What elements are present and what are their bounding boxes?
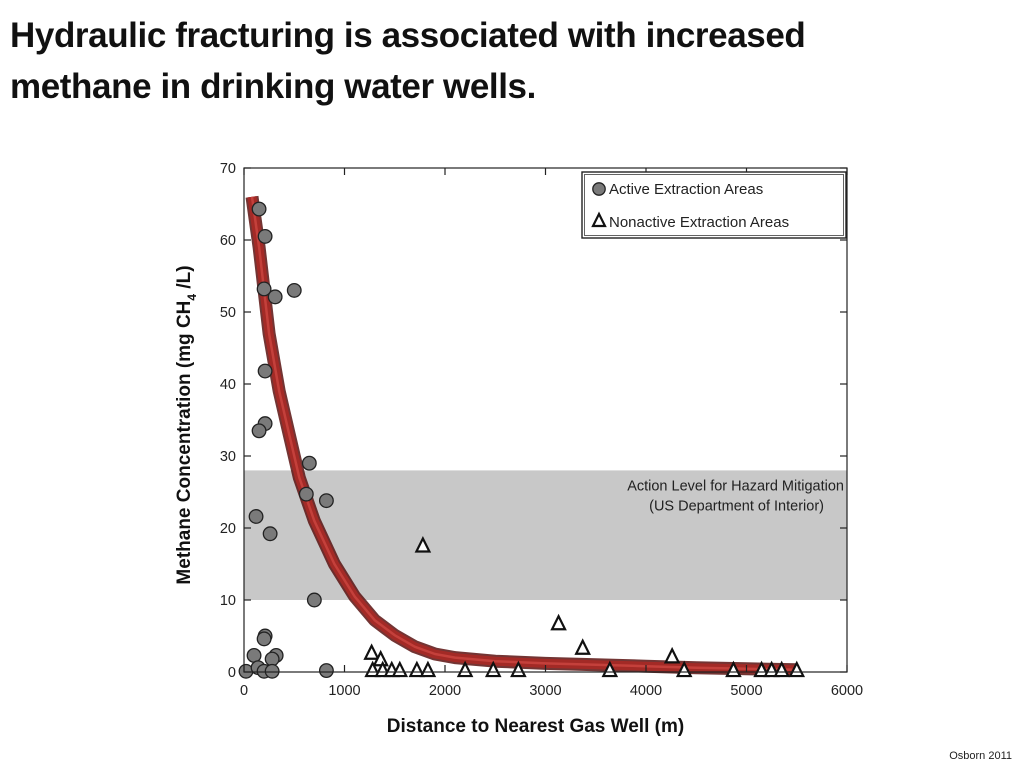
y-tick-label-10: 10: [220, 593, 236, 609]
x-tick-label-0: 0: [240, 683, 248, 699]
nonactive-point-7: [364, 660, 381, 678]
y-tick-label-20: 20: [220, 521, 236, 537]
nonactive-point-12: [419, 660, 437, 678]
x-tick-label-3000: 3000: [529, 683, 561, 699]
nonactive-point-15: [510, 660, 527, 678]
trend-curve-highlight: [250, 196, 797, 672]
legend-box: [581, 171, 847, 239]
slide-title-line-2: methane in drinking water wells.: [10, 67, 536, 106]
x-tick-label-2000: 2000: [429, 683, 461, 699]
nonactive-point-10: [391, 660, 409, 678]
nonactive-point-4: [663, 646, 681, 664]
active-point-12: [248, 509, 264, 524]
nonactive-point-2: [550, 613, 567, 631]
y-tick-label-50: 50: [220, 305, 236, 321]
y-axis-title-unit: /L): [174, 265, 195, 294]
active-point-10: [298, 486, 314, 502]
y-tick-label-60: 60: [220, 233, 236, 249]
y-tick-label-0: 0: [228, 665, 236, 681]
nonactive-point-5: [363, 643, 380, 660]
active-point-13: [262, 526, 278, 542]
x-tick-label-4000: 4000: [630, 683, 662, 699]
legend-inner-border: [584, 174, 844, 236]
nonactive-point-14: [484, 660, 502, 678]
legend-nonactive-marker: [591, 211, 607, 228]
y-tick-label-70: 70: [220, 161, 236, 177]
active-point-2: [257, 228, 273, 244]
y-axis-title-main: Methane Concentration (mg CH: [174, 301, 195, 585]
slide-title-line-1: Hydraulic fracturing is associated with …: [10, 16, 806, 55]
y-axis-title-subscript: 4: [185, 294, 199, 301]
active-point-9: [301, 455, 317, 471]
legend-active-marker: [592, 182, 606, 196]
source-credit: Osborn 2011: [949, 750, 1012, 762]
nonactive-point-11: [408, 660, 426, 678]
active-point-6: [257, 363, 273, 379]
nonactive-point-21: [773, 660, 790, 678]
nonactive-point-17: [675, 660, 693, 678]
methane-scatter-figure: Action Level for Hazard Mitigation (US De…: [152, 140, 878, 752]
nonactive-point-16: [601, 660, 619, 678]
active-point-24: [318, 663, 334, 679]
legend-nonactive-label: Nonactive Extraction Areas: [609, 214, 789, 231]
x-axis-title: Distance to Nearest Gas Well (m): [387, 716, 684, 737]
nonactive-point-1: [414, 536, 432, 553]
nonactive-point-3: [574, 638, 591, 655]
legend-active-label: Active Extraction Areas: [609, 181, 763, 198]
nonactive-point-18: [725, 660, 742, 678]
nonactive-point-22: [788, 660, 806, 678]
active-point-3: [256, 281, 272, 297]
active-point-11: [318, 493, 334, 509]
y-tick-label-40: 40: [220, 377, 236, 393]
y-axis-title: Methane Concentration (mg CH4 /L): [174, 265, 199, 584]
active-point-1: [251, 201, 267, 217]
y-tick-label-30: 30: [220, 449, 236, 465]
nonactive-point-13: [456, 660, 474, 678]
active-point-14: [306, 592, 322, 608]
action-band-label-line-1: Action Level for Hazard Mitigation: [627, 478, 844, 494]
action-band-label-line-2: (US Department of Interior): [649, 498, 824, 514]
slide-title: Hydraulic fracturing is associated with …: [10, 10, 1010, 112]
active-point-16: [256, 631, 272, 647]
methane-scatter-chart: Action Level for Hazard Mitigation (US De…: [174, 161, 863, 737]
active-point-23: [264, 663, 280, 679]
active-point-19: [264, 651, 280, 667]
nonactive-point-19: [753, 660, 770, 678]
x-tick-label-1000: 1000: [328, 683, 360, 699]
x-tick-label-6000: 6000: [831, 683, 863, 699]
x-tick-label-5000: 5000: [730, 683, 762, 699]
nonactive-point-20: [763, 660, 780, 678]
active-point-4: [267, 289, 283, 305]
active-point-8: [251, 423, 267, 439]
active-point-17: [246, 647, 262, 663]
active-point-5: [286, 282, 302, 298]
